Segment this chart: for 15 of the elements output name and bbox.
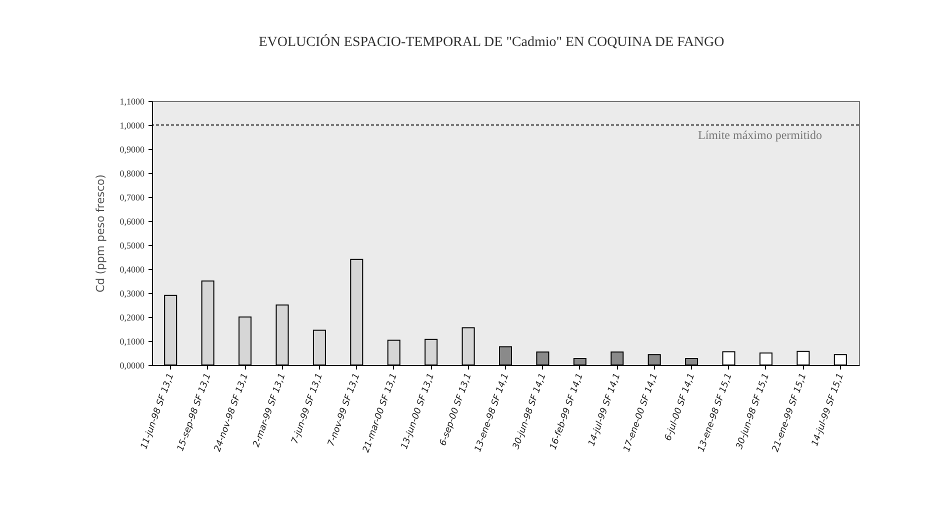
y-tick-label: 0,1000 xyxy=(120,336,145,346)
y-tick-label: 0,2000 xyxy=(120,312,145,322)
y-tick-label: 0,8000 xyxy=(120,168,145,178)
y-tick-label: 0,4000 xyxy=(120,264,145,274)
y-tick-label: 0,3000 xyxy=(120,288,145,298)
y-tick-label: 0,9000 xyxy=(120,144,145,154)
chart-title: EVOLUCIÓN ESPACIO-TEMPORAL DE "Cadmio" EN COQUINA DE FANGO xyxy=(258,33,724,50)
y-tick-label: 0,5000 xyxy=(120,240,145,250)
y-axis-title: Cd (ppm peso fresco) xyxy=(94,174,107,293)
y-tick-label: 0,6000 xyxy=(120,216,145,226)
y-tick-label: 0,0000 xyxy=(120,360,145,370)
y-tick-label: 1,1000 xyxy=(120,96,145,106)
y-tick-label: 0,7000 xyxy=(120,192,145,202)
ref-line-label: Límite máximo permitido xyxy=(698,128,822,142)
y-tick-label: 1,0000 xyxy=(120,120,145,130)
